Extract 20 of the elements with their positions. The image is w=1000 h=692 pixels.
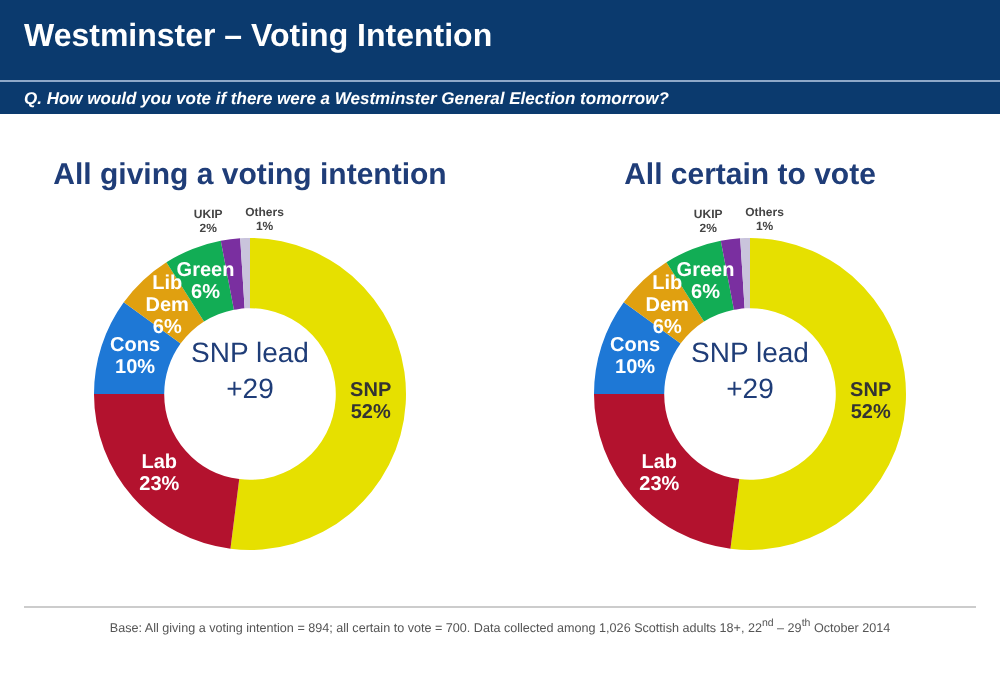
text: Westminster – Voting Intention bbox=[0, 0, 1000, 80]
data-label: 52% bbox=[350, 402, 391, 425]
data-label: 23% bbox=[639, 474, 680, 497]
text: SNP lead +29 bbox=[190, 334, 310, 406]
data-label: 6% bbox=[691, 282, 721, 305]
slice-label: Lab bbox=[141, 452, 178, 475]
data-label: 10% bbox=[115, 357, 156, 380]
data-label: 10% bbox=[615, 357, 656, 380]
slice-label: SNP bbox=[350, 380, 392, 403]
text: Q. How would you vote if there were a Westminster General Election tomorrow? bbox=[0, 80, 1000, 114]
data-label: 6% bbox=[191, 282, 221, 305]
chart-title: All certain to vote bbox=[622, 158, 878, 196]
data-label: 52% bbox=[850, 402, 891, 425]
chart-title: All giving a voting intention bbox=[51, 158, 449, 196]
text: SNP lead +29 bbox=[690, 334, 810, 406]
data-label: 23% bbox=[139, 474, 180, 497]
slice-label: Cons bbox=[610, 335, 661, 358]
slice-label: Cons bbox=[110, 335, 161, 358]
slice-label: SNP bbox=[850, 380, 892, 403]
slice-label: Lab bbox=[641, 452, 678, 475]
